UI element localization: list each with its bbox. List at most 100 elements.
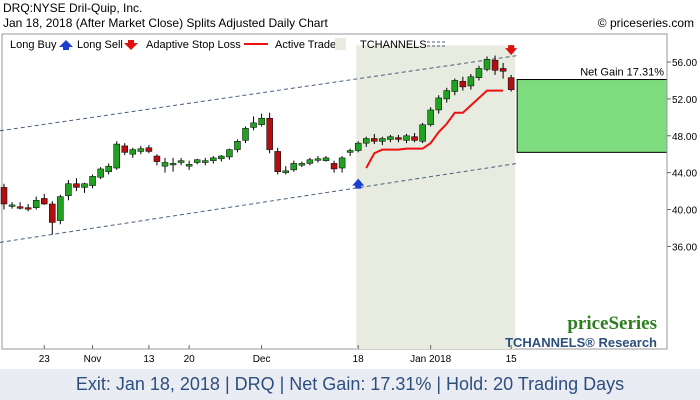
candle-down	[395, 137, 402, 140]
chart-subtitle: Jan 18, 2018 (After Market Close) Splits…	[3, 16, 328, 30]
net-gain-box	[516, 79, 668, 153]
candle-down	[411, 136, 418, 141]
legend-long-buy: Long Buy	[10, 39, 57, 51]
candle-up	[387, 136, 394, 140]
candle-up	[298, 163, 306, 166]
candle-up	[338, 157, 346, 169]
channel-lower-line	[0, 162, 518, 243]
candle-up	[363, 138, 370, 144]
candle-up	[354, 142, 362, 151]
y-tick-label: 44.00	[672, 169, 697, 180]
x-tick-label: 15	[506, 354, 518, 365]
candle-down	[499, 68, 507, 72]
active-trade-region	[356, 45, 516, 350]
long-sell-arrow	[505, 45, 518, 56]
candle-down	[41, 198, 48, 205]
candle-up	[193, 159, 201, 163]
candle-up	[113, 143, 120, 169]
candle-up	[137, 148, 145, 152]
candle-up	[218, 155, 225, 160]
candle-up	[210, 157, 217, 161]
y-tick-label: 56.00	[672, 58, 697, 69]
candle-up	[403, 135, 410, 141]
candle-up	[57, 196, 64, 221]
copyright-text: © priceseries.com	[597, 16, 694, 30]
candle-down	[24, 207, 32, 210]
legend-buy-arrow	[59, 40, 73, 50]
x-tick-label: 20	[184, 354, 196, 365]
candle-up	[250, 122, 257, 128]
candle-up	[161, 162, 169, 167]
candle-up	[81, 183, 88, 188]
candle-up	[242, 128, 249, 141]
candle-up	[419, 124, 426, 142]
candle-down	[266, 117, 273, 150]
candle-up	[202, 160, 209, 163]
candle-down	[274, 151, 281, 172]
candle-up	[379, 138, 386, 142]
candle-up	[306, 159, 314, 164]
candle-up	[475, 68, 483, 78]
y-tick-label: 36.00	[672, 242, 697, 253]
candle-up	[443, 90, 450, 100]
x-axis: 23 Nov 13 20 Dec 18 Jan 2018 15	[39, 345, 517, 365]
priceseries-logo: priceSeries	[567, 313, 657, 334]
legend-sell-arrow	[124, 40, 138, 50]
candle-down	[73, 183, 80, 188]
legend: Long Buy Long Sell Adaptive Stop Loss Ac…	[10, 38, 446, 51]
candle-up	[467, 76, 475, 87]
net-gain-label: Net Gain 17.31%	[580, 67, 664, 79]
candle-down	[459, 81, 467, 88]
tchannels-research-logo: TCHANNELS® Research	[505, 335, 657, 350]
candle-up	[177, 160, 185, 163]
y-axis: 56.00 52.00 48.00 44.00 40.00 36.00	[666, 34, 697, 349]
candle-up	[427, 109, 434, 125]
legend-long-sell: Long Sell	[77, 39, 123, 51]
candlesticks	[0, 55, 515, 235]
candle-up	[435, 97, 442, 111]
candle-up	[290, 163, 298, 171]
candle-up	[483, 58, 491, 70]
candle-up	[346, 150, 354, 153]
candle-down	[153, 155, 161, 162]
candle-up	[282, 170, 289, 173]
candle-up	[451, 80, 459, 92]
candle-down	[507, 77, 515, 90]
candle-up	[32, 200, 40, 208]
long-buy-arrow	[352, 178, 365, 189]
footer-summary: Exit: Jan 18, 2018 | DRQ | Net Gain: 17.…	[0, 369, 700, 400]
candle-down	[121, 145, 128, 153]
candle-up	[89, 176, 96, 186]
candle-up	[8, 204, 16, 207]
candle-up	[129, 149, 137, 155]
y-tick-label: 40.00	[672, 206, 697, 217]
legend-adaptive-stop: Adaptive Stop Loss	[146, 39, 241, 51]
candle-up	[169, 163, 177, 166]
price-chart: Net Gain 17.31% 56.00 52.00 48.00 44.00 40.0…	[0, 33, 697, 365]
chart-title: DRQ:NYSE Dril-Quip, Inc.	[3, 1, 143, 15]
x-tick-label: 13	[143, 354, 155, 365]
y-tick-label: 52.00	[672, 95, 697, 106]
candle-up	[322, 157, 330, 161]
candle-down	[371, 138, 378, 142]
candle-down	[0, 187, 8, 205]
x-tick-label: 23	[39, 354, 51, 365]
x-tick-label: Nov	[84, 354, 102, 365]
candle-up	[65, 183, 72, 196]
candle-up	[314, 158, 322, 161]
candle-up	[185, 164, 193, 167]
channel-upper-line	[0, 55, 518, 132]
candle-up	[226, 149, 233, 158]
x-tick-label: 18	[353, 354, 365, 365]
legend-trade-swatch	[335, 38, 346, 50]
candle-up	[105, 165, 112, 172]
legend-tchannels: TCHANNELS	[360, 39, 427, 51]
candle-down	[145, 147, 153, 152]
adaptive-stop-loss-line	[365, 89, 504, 169]
candle-up	[258, 117, 265, 125]
candle-up	[97, 168, 104, 178]
candle-down	[330, 163, 338, 170]
candle-down	[491, 59, 499, 71]
x-tick-label: Dec	[253, 354, 271, 365]
candle-down	[49, 203, 56, 223]
